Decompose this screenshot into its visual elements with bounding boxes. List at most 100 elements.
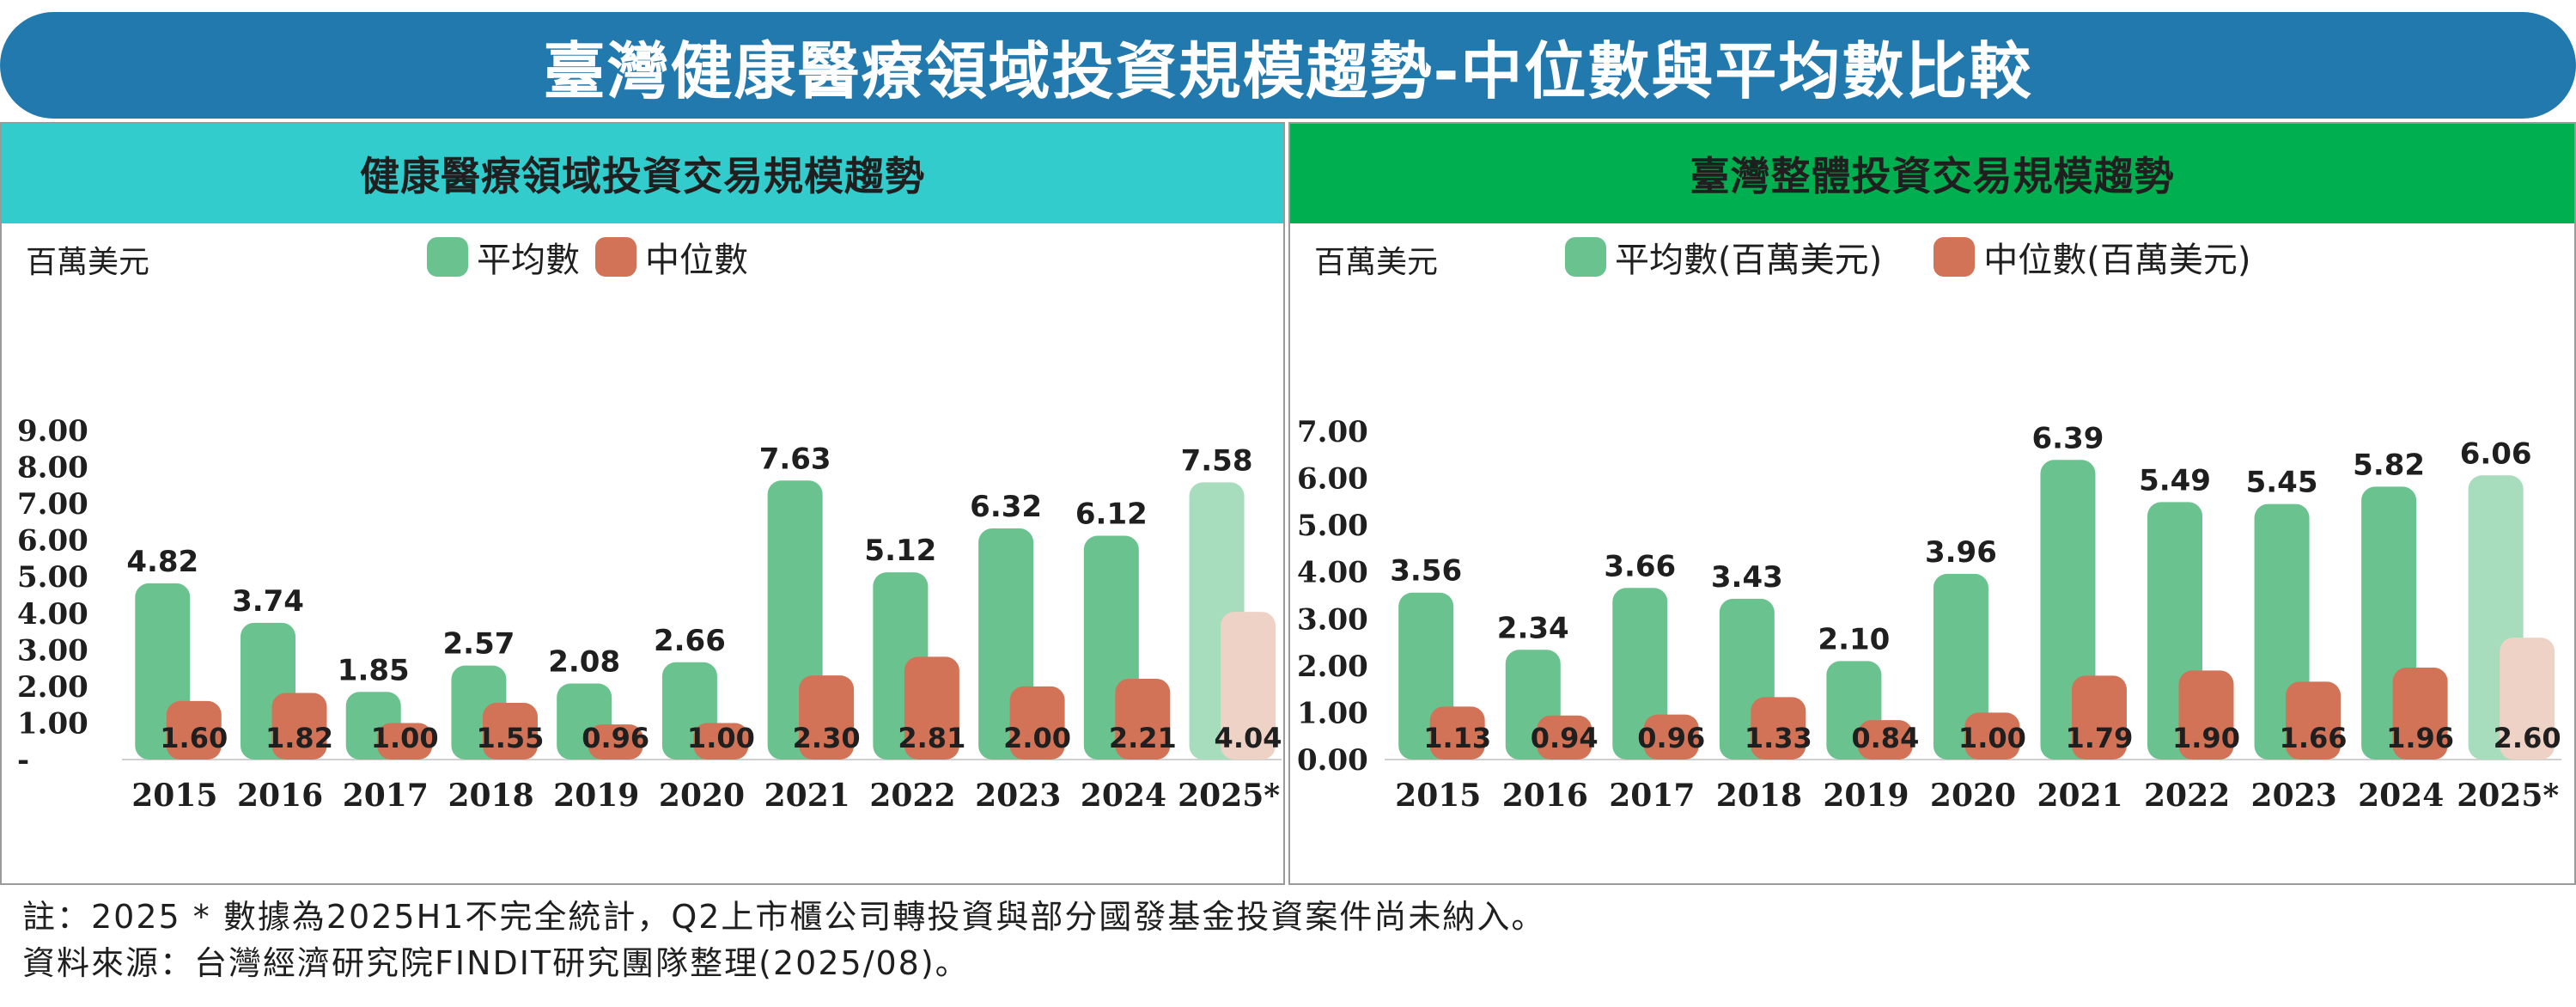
data-label-mean: 3.43 [1711, 560, 1783, 595]
x-tick-label: 2017 [343, 778, 429, 814]
data-label-median: 1.33 [1745, 722, 1812, 754]
y-tick-label: 3.00 [1297, 602, 1368, 637]
x-tick-label: 2020 [1930, 778, 2016, 814]
bar-median [2392, 668, 2448, 760]
data-label-mean: 5.49 [2139, 463, 2211, 497]
bar-median [482, 703, 538, 760]
legend-swatch-median [1934, 237, 1976, 277]
data-label-mean: 7.63 [759, 442, 831, 476]
y-tick-label: 0.00 [1297, 743, 1368, 778]
data-label-median: 1.00 [371, 722, 439, 754]
data-label-median: 1.66 [2280, 722, 2348, 754]
legend-item-mean: 平均數(百萬美元) [1565, 232, 1882, 282]
data-label-mean: 1.85 [338, 653, 410, 687]
right-bar-chart: 0.00 1.00 2.00 3.00 4.00 5.00 6.00 7.00 3.56 1.13… [1297, 415, 2561, 814]
right-legend: 平均數(百萬美元) 中位數(百萬美元) [1565, 234, 2266, 280]
bar-median [1115, 678, 1171, 760]
bar-median [693, 723, 749, 760]
legend-item-median: 中位數 [595, 232, 748, 282]
data-label-median: 0.96 [1637, 722, 1705, 754]
y-tick-label: 1.00 [1297, 696, 1368, 730]
main-title: 臺灣健康醫療領域投資規模趨勢-中位數與平均數比較 [543, 34, 2033, 107]
y-tick-label: 8.00 [17, 451, 88, 485]
bar-median [1537, 715, 1592, 760]
y-tick-label: 4.00 [17, 597, 88, 632]
right-panel-header: 臺灣整體投資交易規模趨勢 [1290, 124, 2574, 223]
data-label-mean: 2.66 [654, 624, 726, 658]
bar-median [2178, 670, 2234, 760]
x-tick-label: 2019 [1823, 778, 1909, 814]
data-label-median: 2.21 [1109, 722, 1177, 754]
data-label-mean: 3.66 [1604, 549, 1676, 583]
bar-median [588, 724, 643, 760]
footnote-note: 註：2025 * 數據為2025H1不完全統計，Q2上市櫃公司轉投資與部分國發基… [22, 898, 1546, 936]
data-label-mean: 6.39 [2032, 421, 2104, 455]
x-tick-label: 2023 [975, 778, 1061, 814]
y-tick-label: 3.00 [17, 633, 88, 668]
x-tick-label: 2016 [237, 778, 323, 814]
data-label-median: 1.55 [476, 722, 544, 754]
data-label-median: 0.96 [582, 722, 649, 754]
left-legend: 平均數 中位數 [427, 234, 764, 280]
data-label-mean: 2.08 [548, 644, 620, 679]
x-tick-label: 2024 [2358, 778, 2444, 814]
bar-median [1751, 697, 1806, 760]
data-label-median: 1.60 [160, 722, 228, 754]
x-tick-label: 2019 [553, 778, 639, 814]
bar-median [1857, 720, 1913, 760]
y-tick-label: 1.00 [17, 706, 88, 741]
data-label-mean: 3.56 [1390, 554, 1462, 589]
footnotes: 註：2025 * 數據為2025H1不完全統計，Q2上市櫃公司轉投資與部分國發基… [22, 894, 1545, 986]
y-tick-label: 4.00 [1297, 556, 1368, 590]
data-label-median: 1.00 [1958, 722, 2026, 754]
data-label-median: 1.96 [2386, 722, 2454, 754]
bar-median [166, 700, 222, 760]
x-tick-label: 2022 [869, 778, 955, 814]
bar-mean [1933, 573, 1988, 760]
y-tick-label: 2.00 [17, 670, 88, 705]
data-label-median: 1.79 [2065, 722, 2133, 754]
bar-median [2071, 675, 2127, 760]
y-tick-label: - [17, 743, 29, 778]
x-tick-label: 2016 [1502, 778, 1588, 814]
legend-item-median: 中位數(百萬美元) [1934, 232, 2250, 282]
bar-median [1964, 712, 2020, 760]
bar-median [2286, 681, 2342, 760]
bar-median [1643, 714, 1699, 760]
right-chart-title: 臺灣整體投資交易規模趨勢 [1690, 153, 2175, 199]
main-title-banner: 臺灣健康醫療領域投資規模趨勢-中位數與平均數比較 [0, 12, 2576, 119]
x-tick-label: 2020 [659, 778, 745, 814]
data-label-median: 1.13 [1423, 722, 1491, 754]
right-unit-label: 百萬美元 [1314, 245, 1439, 280]
right-chart-panel: 臺灣整體投資交易規模趨勢 百萬美元 平均數(百萬美元) 中位數(百萬美元) 0.… [1288, 122, 2576, 885]
x-tick-label: 2021 [764, 778, 850, 814]
data-label-mean: 3.74 [232, 584, 304, 619]
left-panel-header: 健康醫療領域投資交易規模趨勢 [2, 124, 1283, 223]
data-label-mean: 5.82 [2353, 448, 2425, 482]
y-tick-label: 2.00 [1297, 650, 1368, 684]
data-label-median: 4.04 [1215, 722, 1282, 754]
data-label-mean: 5.12 [864, 534, 936, 568]
legend-swatch-median [595, 237, 636, 277]
x-tick-label: 2024 [1081, 778, 1166, 814]
bar-median [904, 656, 959, 760]
data-label-median: 2.60 [2494, 722, 2561, 754]
x-tick-label: 2025* [1178, 778, 1280, 814]
left-chart-panel: 健康醫療領域投資交易規模趨勢 百萬美元 平均數 中位數 -1.00 2.00 3.0… [0, 122, 1285, 885]
bar-median [2500, 638, 2555, 760]
x-tick-label: 2022 [2144, 778, 2230, 814]
data-label-mean: 5.45 [2246, 466, 2318, 500]
y-tick-label: 7.00 [1297, 415, 1368, 449]
data-label-median: 2.30 [793, 722, 861, 754]
data-label-median: 1.00 [687, 722, 755, 754]
bar-median [377, 723, 433, 760]
data-label-median: 2.00 [1003, 722, 1071, 754]
data-label-median: 2.81 [898, 722, 965, 754]
bar-median [1009, 686, 1065, 760]
legend-label-median: 中位數(百萬美元) [1983, 241, 2251, 280]
left-chart-title: 健康醫療領域投資交易規模趨勢 [360, 153, 925, 199]
x-tick-label: 2015 [131, 778, 217, 814]
left-unit-label: 百萬美元 [26, 245, 150, 280]
data-label-mean: 6.32 [970, 490, 1042, 524]
y-tick-label: 5.00 [1297, 509, 1368, 543]
